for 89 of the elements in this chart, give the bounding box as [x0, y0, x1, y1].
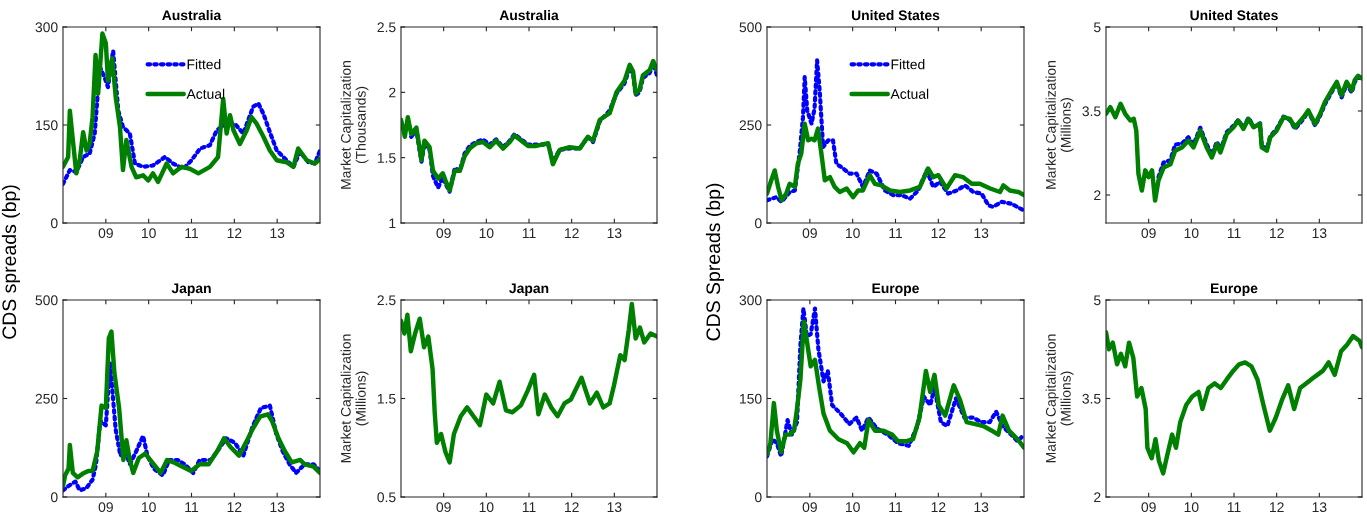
y-tick-label: 1: [389, 218, 396, 229]
x-tick-label: 12: [931, 502, 946, 512]
y-tick-label: 150: [740, 393, 762, 404]
y-tick-label: 500: [35, 295, 58, 306]
x-tick-label: 09: [1141, 228, 1156, 239]
x-tick-label: 10: [142, 228, 156, 239]
x-tick-label: 12: [227, 228, 242, 238]
x-tick-label: 09: [98, 228, 113, 239]
y-tick-label: 5: [1093, 295, 1101, 306]
chart-title: Australia: [162, 9, 222, 21]
y-tick-label: 150: [36, 120, 58, 131]
x-tick-label: 09: [1141, 502, 1156, 513]
line-series: [1106, 73, 1362, 203]
chart-title: Japan: [509, 283, 549, 296]
x-tick-label: 09: [436, 502, 451, 513]
x-tick-label: 10: [846, 228, 860, 239]
y-axis-title: Market Capitalization (Millions): [1045, 61, 1074, 189]
y-tick-label: 3.5: [1082, 393, 1101, 404]
y-tick-label: 2.5: [377, 295, 396, 306]
y-axis-title: CDS spreads (bp): [1, 185, 20, 339]
x-tick-label: 12: [931, 228, 946, 238]
legend-label: Actual: [186, 88, 225, 99]
x-tick-label: 13: [607, 228, 622, 239]
x-tick-label: 12: [1270, 502, 1284, 512]
y-tick-label: 2: [389, 87, 396, 98]
x-tick-label: 09: [98, 502, 113, 513]
x-tick-label: 11: [522, 228, 536, 238]
y-tick-label: 5: [1093, 22, 1101, 33]
legend-label: Fitted: [187, 59, 221, 70]
x-tick-label: 10: [479, 502, 494, 513]
y-tick-label: 0: [50, 492, 58, 503]
x-tick-label: 11: [889, 502, 903, 512]
x-tick-label: 13: [974, 228, 989, 239]
chart-title: Europe: [872, 283, 919, 296]
x-tick-label: 10: [1184, 502, 1199, 513]
y-tick-label: 2: [1094, 492, 1101, 503]
x-tick-label: 10: [142, 502, 156, 513]
y-tick-label: 0: [754, 218, 762, 229]
y-tick-label: 250: [739, 120, 762, 131]
y-axis-title: CDS Spreads (bp): [705, 183, 724, 341]
x-tick-label: 11: [1227, 502, 1241, 512]
x-tick-label: 09: [436, 228, 451, 239]
y-tick-label: 300: [739, 295, 762, 306]
x-tick-label: 11: [522, 502, 536, 512]
y-tick-label: 3.5: [1082, 106, 1101, 117]
line-series: [767, 121, 1024, 203]
x-tick-label: 10: [479, 228, 494, 239]
y-tick-label: 1.5: [377, 393, 396, 404]
x-tick-label: 12: [1270, 228, 1284, 238]
y-tick-label: 0: [50, 218, 58, 229]
x-tick-label: 13: [1312, 228, 1327, 239]
x-tick-label: 12: [565, 502, 579, 512]
line-series: [767, 58, 1024, 213]
x-tick-label: 13: [607, 502, 622, 513]
x-tick-label: 13: [270, 502, 285, 513]
line-series: [63, 329, 320, 489]
x-tick-label: 10: [846, 502, 860, 513]
x-tick-label: 13: [270, 228, 285, 239]
x-tick-label: 10: [1184, 228, 1199, 239]
x-tick-label: 09: [802, 228, 817, 239]
x-tick-label: 12: [227, 502, 242, 512]
line-series: [1106, 329, 1362, 476]
legend-label: Actual: [890, 88, 929, 99]
chart-title: United States: [1190, 9, 1278, 21]
y-tick-label: 500: [739, 22, 762, 33]
y-tick-label: 300: [35, 22, 58, 33]
chart-title: Japan: [171, 283, 211, 296]
y-axis-title: Market Capitalization (Millions): [340, 334, 369, 463]
y-tick-label: 1.5: [377, 153, 396, 163]
x-tick-label: 11: [1227, 228, 1241, 238]
chart-title: Europe: [1211, 283, 1258, 296]
y-axis-title: Market Capitalization (Millions): [1045, 334, 1074, 463]
y-tick-label: 2.5: [377, 22, 396, 33]
x-tick-label: 09: [802, 502, 817, 513]
x-tick-label: 12: [565, 228, 579, 238]
line-series: [63, 360, 320, 493]
y-tick-label: 0.5: [377, 492, 396, 503]
y-axis-title: Market Capitalization (Thousands): [340, 61, 369, 189]
x-tick-label: 11: [185, 228, 199, 238]
y-tick-label: 2: [1094, 190, 1101, 201]
x-tick-label: 11: [889, 228, 903, 238]
x-tick-label: 11: [185, 502, 199, 512]
chart-title: United States: [851, 9, 940, 21]
x-tick-label: 13: [1312, 502, 1327, 513]
x-tick-label: 13: [974, 502, 989, 513]
y-tick-label: 0: [754, 492, 762, 503]
chart-title: Australia: [499, 9, 559, 21]
y-tick-label: 250: [35, 393, 58, 404]
legend-label: Fitted: [891, 59, 925, 70]
